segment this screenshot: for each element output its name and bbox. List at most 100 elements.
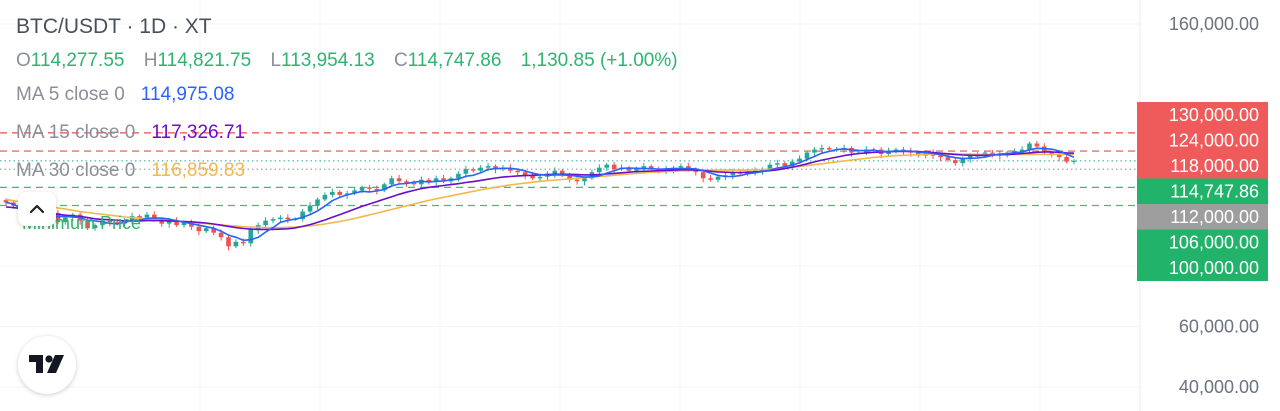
price-axis[interactable]: 160,000.0080,000.0060,000.0040,000.00130… [1137, 14, 1268, 397]
candle-body [100, 220, 105, 226]
candle-body [515, 170, 521, 173]
ma30-legend[interactable]: MA 30 close 0 116,859.83 [16, 160, 245, 182]
candle-body [85, 220, 90, 229]
ohlc-readout: O114,277.55 H114,821.75 L113,954.13 C114… [16, 50, 692, 72]
candle-body [285, 217, 291, 220]
candle-body [1056, 154, 1062, 158]
candle-body [396, 178, 402, 182]
price-level-tag-bg [1137, 255, 1268, 281]
price-level-tag-bg [1137, 127, 1268, 154]
candle-body [203, 228, 209, 232]
price-level-tag-label: 106,000.00 [1169, 233, 1259, 253]
candle-body [537, 176, 543, 179]
close-label: C [394, 50, 408, 71]
high-value: 114,821.75 [157, 50, 252, 71]
candle-body [611, 164, 617, 170]
price-level-tag-label: 130,000.00 [1169, 105, 1259, 125]
candle-body [404, 181, 409, 183]
price-level-tag-bg [1137, 153, 1268, 179]
candle-body [559, 170, 565, 176]
candle-body [300, 211, 305, 220]
candle-body [226, 237, 231, 247]
candle-body [730, 172, 736, 176]
candle-body [938, 155, 943, 158]
candle-body [263, 220, 268, 226]
ma5-value: 114,975.08 [140, 84, 235, 105]
ma30-name: MA 30 close 0 [16, 160, 136, 181]
collapse-legend-button[interactable] [18, 192, 56, 226]
candle-body [322, 194, 328, 200]
price-level-tag-bg [1137, 102, 1268, 128]
candle-body [678, 166, 684, 168]
candle-body [337, 191, 343, 195]
candle-body [352, 190, 357, 194]
candle-body [307, 205, 313, 212]
candle-body [63, 217, 68, 223]
candle-body [270, 219, 276, 221]
open-value: 114,277.55 [30, 50, 125, 71]
ma30-value: 116,859.83 [151, 160, 246, 181]
candle-body [1042, 146, 1047, 153]
candle-body [648, 166, 654, 170]
candle-body [708, 178, 713, 180]
ma15-legend[interactable]: MA 15 close 0 117,326.71 [16, 122, 245, 144]
candle-body [3, 200, 9, 203]
moving-average-lines [5, 147, 1075, 242]
candle-body [381, 184, 387, 191]
candle-body [278, 217, 283, 220]
price-level-lines [0, 132, 1140, 207]
candle-body [1027, 143, 1032, 150]
candle-body [174, 220, 179, 226]
candle-body [797, 158, 802, 162]
candle-body [493, 166, 498, 170]
last-price-tag-label: 114,747.86 [1170, 182, 1259, 202]
candle-body [886, 151, 891, 155]
candle-body [107, 220, 113, 223]
price-level-tag-bg [1137, 229, 1268, 256]
candle-body [196, 226, 202, 232]
ma5-legend[interactable]: MA 5 close 0 114,975.08 [16, 84, 234, 106]
candle-body [55, 213, 61, 223]
symbol-title[interactable]: BTC/USDT · 1D · XT [16, 15, 212, 38]
candle-body [433, 178, 439, 182]
candle-body [522, 172, 528, 176]
tradingview-logo-button[interactable] [18, 336, 76, 394]
candle-body [990, 152, 995, 155]
candle-body [1064, 157, 1069, 162]
candle-body [582, 178, 587, 182]
candle-body [166, 220, 172, 224]
candle-body [181, 222, 187, 226]
candle-body [144, 214, 150, 218]
candle-body [597, 167, 602, 173]
candle-body [775, 163, 780, 165]
candle-body [478, 167, 483, 171]
high-label: H [143, 50, 158, 71]
candle-body [1034, 143, 1040, 147]
last-price-tag-bg [1137, 178, 1268, 205]
candle-body [441, 178, 446, 182]
tradingview-logo-icon [29, 355, 64, 373]
change-value: 1,130.85 (+1.00%) [520, 50, 678, 71]
candle-body [530, 175, 535, 179]
candle-body [826, 148, 832, 150]
candle-body [211, 228, 216, 233]
candle-body [463, 169, 469, 174]
price-level-tag-label: 124,000.00 [1169, 131, 1259, 151]
candle-body [789, 161, 795, 167]
candle-body [767, 164, 773, 170]
low-label: L [270, 50, 282, 71]
candle-body [1049, 152, 1055, 155]
candle-body [114, 222, 120, 224]
price-axis-tick-label: 40,000.00 [1179, 377, 1259, 397]
candle-body [960, 158, 966, 164]
candlestick-series [3, 140, 1077, 251]
candle-body [567, 175, 572, 180]
candle-body [945, 157, 951, 161]
candle-body [782, 163, 788, 167]
candle-body [233, 241, 239, 247]
candle-body [315, 199, 320, 206]
price-level-tag-label: 112,000.00 [1170, 207, 1259, 227]
candle-body [819, 148, 825, 150]
